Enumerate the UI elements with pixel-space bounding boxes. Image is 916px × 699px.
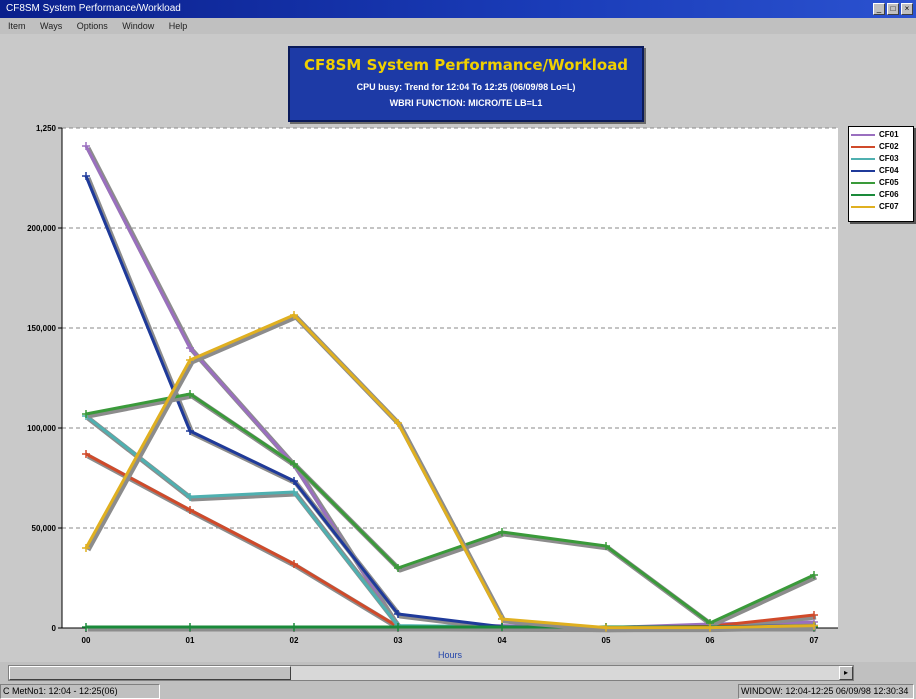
legend-label: CF05	[879, 178, 899, 187]
scroll-right-icon[interactable]: ▸	[839, 666, 853, 680]
menu-item-help[interactable]: Help	[168, 21, 188, 31]
series-line	[84, 313, 815, 630]
x-tick-label: 06	[706, 636, 715, 645]
legend-swatch	[851, 182, 875, 184]
x-tick-label: 01	[186, 636, 195, 645]
menu-bar: Item Ways Options Window Help	[0, 18, 916, 34]
chart-legend: CF01 CF02 CF03 CF04 CF05 CF06 CF07	[848, 126, 914, 222]
scrollbar-thumb[interactable]	[9, 666, 291, 680]
legend-label: CF02	[879, 142, 899, 151]
x-tick-label: 04	[498, 636, 507, 645]
legend-item-cf04: CF04	[849, 165, 913, 177]
legend-swatch	[851, 194, 875, 196]
x-tick-label: 07	[810, 636, 819, 645]
window-title: CF8SM System Performance/Workload	[6, 3, 181, 14]
x-tick-label: 05	[602, 636, 611, 645]
y-tick-label: 150,000	[27, 324, 56, 333]
status-right: WINDOW: 12:04-12:25 06/09/98 12:30:34	[738, 684, 914, 699]
legend-item-cf06: CF06	[849, 189, 913, 201]
legend-swatch	[851, 134, 875, 136]
legend-label: CF01	[879, 130, 899, 139]
x-axis-label: Hours	[438, 650, 463, 660]
x-tick-label: 02	[290, 636, 299, 645]
legend-item-cf07: CF07	[849, 201, 913, 213]
legend-swatch	[851, 170, 875, 172]
window-controls: _ □ ×	[873, 3, 913, 15]
chart-title: CF8SM System Performance/Workload	[303, 56, 629, 74]
minimize-button[interactable]: _	[873, 3, 885, 15]
close-button[interactable]: ×	[901, 3, 913, 15]
window-titlebar: CF8SM System Performance/Workload _ □ ×	[0, 0, 916, 18]
y-tick-label: 100,000	[27, 424, 56, 433]
series-line	[85, 392, 815, 625]
y-tick-label: 0	[52, 624, 57, 633]
legend-label: CF04	[879, 166, 899, 175]
chart-header: CF8SM System Performance/Workload CPU bu…	[288, 46, 644, 122]
legend-label: CF03	[879, 154, 899, 163]
legend-item-cf01: CF01	[849, 129, 913, 141]
x-tick-label: 00	[82, 636, 91, 645]
status-bar: C MetNo1: 12:04 - 12:25(06) WINDOW: 12:0…	[0, 683, 916, 699]
menu-item-ways[interactable]: Ways	[40, 21, 63, 31]
menu-item-window[interactable]: Window	[122, 21, 155, 31]
menu-item-options[interactable]: Options	[76, 21, 108, 31]
legend-label: CF06	[879, 190, 899, 199]
status-left: C MetNo1: 12:04 - 12:25(06)	[0, 684, 160, 699]
legend-item-cf02: CF02	[849, 141, 913, 153]
chart-subtitle-2: WBRI FUNCTION: MICRO/TE LB=L1	[389, 98, 543, 108]
plot-background	[62, 128, 838, 628]
chart-subtitle: CPU busy: Trend for 12:04 To 12:25 (06/0…	[356, 82, 576, 92]
legend-swatch	[851, 158, 875, 160]
y-tick-label: 200,000	[27, 224, 56, 233]
legend-item-cf05: CF05	[849, 177, 913, 189]
legend-item-cf03: CF03	[849, 153, 913, 165]
horizontal-scrollbar[interactable]: ▸	[8, 665, 854, 681]
legend-swatch	[851, 206, 875, 208]
menu-item-file[interactable]: Item	[8, 21, 26, 31]
x-tick-label: 03	[394, 636, 403, 645]
maximize-button[interactable]: □	[887, 3, 899, 15]
legend-label: CF07	[879, 202, 899, 211]
y-tick-label: 1,250	[36, 124, 57, 133]
legend-swatch	[851, 146, 875, 148]
y-tick-label: 50,000	[32, 524, 57, 533]
